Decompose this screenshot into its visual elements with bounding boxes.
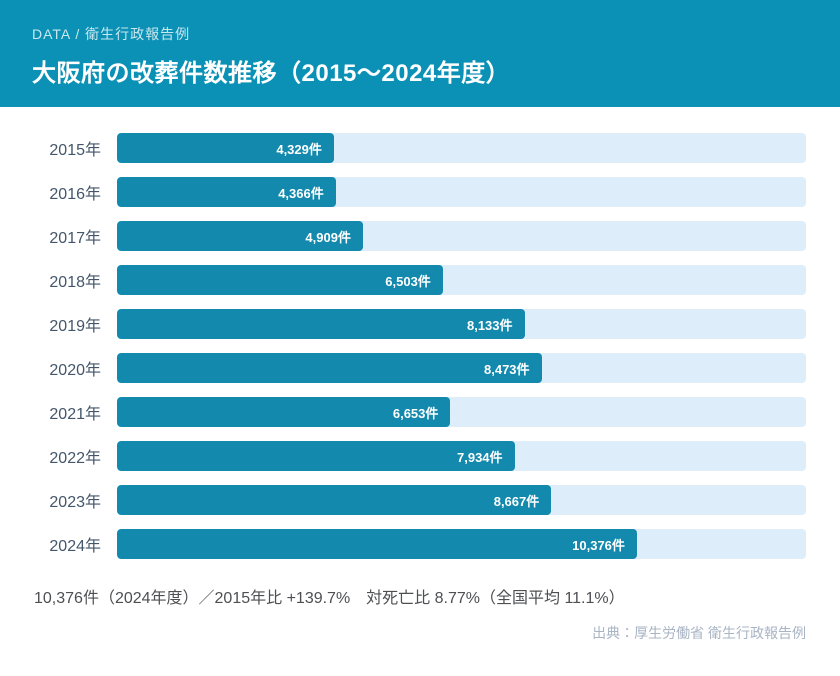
bar-track: 8,473件 [117,353,806,383]
bar: 10,376件 [117,529,637,559]
bar-track: 4,329件 [117,133,806,163]
summary-text: 10,376件（2024年度）／2015年比 +139.7% 対死亡比 8.77… [34,590,625,607]
chart-row: 2023年 8,667件 [0,485,806,515]
chart-row: 2022年 7,934件 [0,441,806,471]
chart-row: 2021年 6,653件 [0,397,806,427]
bar-track: 4,909件 [117,221,806,251]
row-year-label: 2023年 [49,494,101,511]
chart-row: 2016年 4,366件 [0,177,806,207]
bar-value-label: 6,503件 [385,273,431,289]
row-year-label: 2019年 [49,318,101,335]
row-year-label: 2017年 [49,230,101,247]
bar-value-label: 8,473件 [484,361,530,377]
bar-value-label: 4,366件 [278,185,324,201]
bar-value-label: 8,133件 [466,317,513,333]
bar: 7,934件 [117,441,515,471]
source-credit: 出典：厚生労働省 衛生行政報告例 [592,625,806,641]
bar-track: 8,667件 [117,485,806,515]
row-year-label: 2021年 [49,406,101,423]
page-header: DATA / 衛生行政報告例 大阪府の改葬件数推移（2015〜2024年度） [0,0,840,107]
bar-value-label: 7,934件 [457,449,503,465]
bar: 6,503件 [117,265,443,295]
page-title: 大阪府の改葬件数推移（2015〜2024年度） [32,60,511,87]
breadcrumb: DATA / 衛生行政報告例 [32,26,191,42]
bar: 8,667件 [117,485,552,515]
bar: 8,133件 [117,309,525,339]
bar-value-label: 8,667件 [493,493,540,509]
chart-row: 2015年 4,329件 [0,133,806,163]
chart-row: 2018年 6,503件 [0,265,806,295]
bar: 4,366件 [117,177,336,207]
row-year-label: 2020年 [49,362,101,379]
bar: 4,329件 [117,133,334,163]
row-year-label: 2018年 [49,274,101,291]
bar-track: 6,503件 [117,265,806,295]
bar: 4,909件 [117,221,363,251]
chart-row: 2024年 10,376件 [0,529,806,559]
chart-row: 2017年 4,909件 [0,221,806,251]
row-year-label: 2024年 [49,538,101,555]
row-year-label: 2022年 [49,450,101,467]
bar: 8,473件 [117,353,542,383]
bar-value-label: 4,909件 [305,229,351,245]
bar-track: 6,653件 [117,397,806,427]
bar-value-label: 4,329件 [276,141,322,157]
bar-track: 7,934件 [117,441,806,471]
row-year-label: 2016年 [49,186,101,203]
bar: 6,653件 [117,397,451,427]
chart-row: 2020年 8,473件 [0,353,806,383]
chart-row: 2019年 8,133件 [0,309,806,339]
bar-value-label: 6,653件 [392,405,439,421]
bar-chart: 2015年 4,329件 2016年 4,366件 2017年 4,909件 2… [0,107,840,559]
bar-value-label: 10,376件 [572,537,625,553]
bar-track: 4,366件 [117,177,806,207]
bar-track: 8,133件 [117,309,806,339]
bar-track: 10,376件 [117,529,806,559]
row-year-label: 2015年 [49,142,101,159]
